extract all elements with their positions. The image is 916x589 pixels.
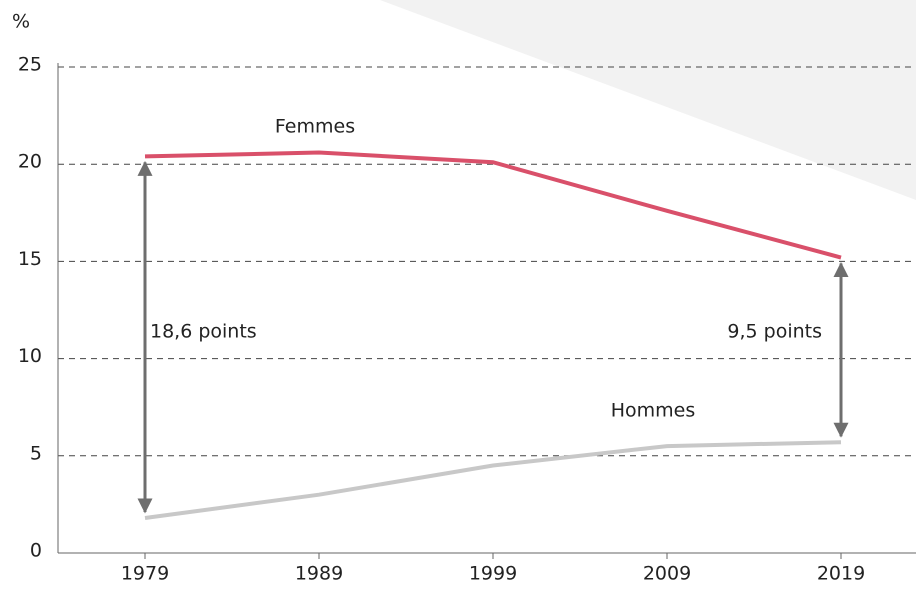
- series-label: Hommes: [611, 400, 696, 422]
- series-label: Femmes: [275, 116, 355, 138]
- y-tick-label: 25: [18, 54, 42, 76]
- annotation: 18,6 points: [150, 321, 257, 343]
- x-tick-label: 1999: [469, 563, 517, 585]
- y-tick-label: 0: [30, 540, 42, 562]
- x-tick-label: 1989: [295, 563, 343, 585]
- background-shape: [380, 0, 916, 200]
- y-tick-label: 10: [18, 345, 42, 367]
- x-tick-label: 1979: [121, 563, 169, 585]
- y-tick-label: 15: [18, 248, 42, 270]
- series-line: [144, 150, 842, 260]
- x-tick-label: 2009: [643, 563, 691, 585]
- y-axis-unit: %: [12, 11, 30, 33]
- annotation: 9,5 points: [727, 321, 822, 343]
- y-tick-label: 5: [30, 442, 42, 464]
- y-tick-label: 20: [18, 151, 42, 173]
- series-line: [144, 440, 842, 520]
- x-tick-label: 2019: [817, 563, 865, 585]
